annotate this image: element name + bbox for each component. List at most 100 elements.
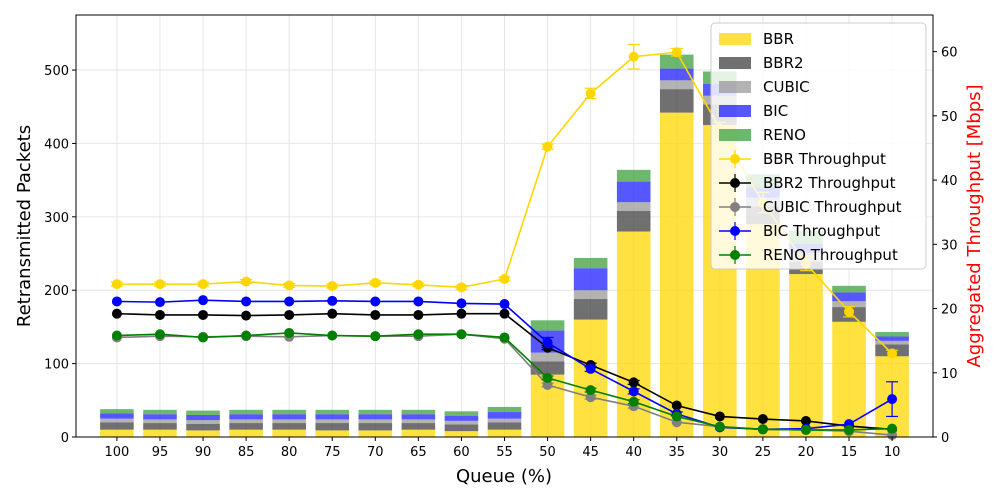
bbr-throughput-point	[499, 273, 510, 284]
bbr2-throughput-point	[671, 400, 682, 411]
y-axis-ticks: 0 100 200 300 400 500	[44, 64, 76, 446]
legend-label-bic-throughput: BIC Throughput	[763, 222, 880, 240]
bar-bic-95	[143, 414, 177, 420]
bbr2-throughput-point	[628, 377, 639, 388]
bar-bbr-100	[100, 429, 134, 437]
bar-bbr-70	[358, 430, 393, 437]
y2-tick-label: 10	[941, 367, 958, 382]
reno-throughput-point	[757, 424, 768, 435]
bar-bic-35	[659, 68, 694, 81]
legend-label-reno-throughput: RENO Throughput	[763, 246, 898, 264]
bar-bic-45	[573, 268, 608, 291]
reno-throughput-point	[111, 330, 122, 341]
bar-bbr2-65	[401, 423, 436, 430]
bic-throughput-point	[284, 296, 295, 307]
x-tick-label: 15	[841, 445, 858, 460]
bar-cubic-55	[487, 418, 522, 423]
y2-tick-label: 30	[941, 238, 958, 253]
bbr-throughput-point	[284, 280, 295, 291]
y-tick-label: 0	[61, 431, 69, 446]
bic-throughput-point	[499, 299, 510, 310]
y2-tick-label: 0	[941, 431, 949, 446]
reno-throughput-point	[327, 330, 338, 341]
legend-swatch-reno	[719, 129, 751, 141]
bbr-throughput-point	[628, 51, 639, 62]
bar-bbr2-90	[186, 423, 220, 431]
bbr-throughput-point	[241, 276, 252, 287]
legend-marker-cubic-throughput	[730, 202, 740, 212]
bar-cubic-85	[229, 419, 263, 424]
reno-throughput-point	[628, 396, 639, 407]
bar-bbr2-100	[100, 422, 134, 430]
bar-reno-35	[659, 54, 694, 69]
bar-cubic-95	[143, 419, 177, 424]
bar-bic-100	[100, 413, 134, 419]
reno-throughput-point	[284, 327, 295, 338]
legend-marker-bic-throughput	[730, 226, 740, 236]
bar-bbr-45	[573, 319, 608, 437]
bar-cubic-65	[401, 419, 436, 424]
legend-swatch-bbr	[719, 33, 751, 45]
x-tick-label: 75	[324, 445, 341, 460]
x-tick-label: 100	[104, 445, 129, 460]
y2-axis-ticks: 0 10 20 30 40 50 60	[933, 46, 958, 446]
x-tick-label: 95	[152, 445, 169, 460]
bar-reno-95	[143, 409, 177, 415]
cubic-throughput-point	[542, 379, 553, 390]
bbr-throughput-point	[456, 282, 467, 293]
bar-bbr-80	[272, 429, 306, 437]
y2-tick-label: 20	[941, 303, 958, 318]
bar-reno-15	[832, 285, 866, 293]
x-tick-label: 60	[453, 445, 470, 460]
x-tick-label: 50	[539, 445, 556, 460]
bar-cubic-90	[186, 420, 220, 424]
legend-label-reno: RENO	[763, 126, 806, 144]
bar-cubic-100	[100, 418, 134, 423]
bbr-throughput-point	[887, 348, 898, 359]
bar-bbr-90	[186, 430, 220, 437]
bbr-throughput-point	[198, 279, 209, 290]
bar-bbr2-95	[143, 423, 177, 430]
x-tick-label: 80	[281, 445, 298, 460]
bar-bic-40	[616, 181, 651, 203]
bar-bbr2-80	[272, 423, 306, 430]
legend-box	[710, 22, 927, 270]
x-tick-label: 20	[798, 445, 815, 460]
legend-label-bic: BIC	[763, 102, 788, 120]
bic-throughput-point	[585, 363, 596, 374]
x-tick-label: 65	[410, 445, 427, 460]
reno-throughput-point	[241, 330, 252, 341]
bbr-throughput-point	[370, 277, 381, 288]
legend-marker-reno-throughput	[730, 250, 740, 260]
bbr-throughput-point	[327, 281, 338, 292]
bar-cubic-70	[358, 419, 393, 424]
bar-bbr-20	[789, 274, 823, 437]
bar-reno-100	[100, 409, 134, 414]
bbr2-throughput-point	[499, 308, 510, 319]
bar-bbr2-35	[659, 89, 694, 113]
bbr2-throughput-point	[370, 309, 381, 320]
bic-throughput-point	[154, 297, 165, 308]
bbr-throughput-point	[585, 88, 596, 99]
bic-throughput-point	[111, 296, 122, 307]
y-tick-label: 500	[44, 64, 69, 79]
reno-throughput-point	[800, 424, 811, 435]
x-tick-label: 40	[625, 445, 642, 460]
bic-throughput-point	[241, 296, 252, 307]
bar-bbr2-70	[358, 423, 393, 431]
x-axis-ticks: 100 95 90 85 80 75 70 65 60 55 50 45 40 35 30 25 20 15 10	[104, 437, 900, 460]
y-tick-label: 200	[44, 284, 69, 299]
legend-label-cubic-throughput: CUBIC Throughput	[763, 198, 902, 216]
legend-marker-bbr-throughput	[730, 154, 740, 164]
y2-tick-label: 50	[941, 110, 958, 125]
bbr-throughput-point	[154, 279, 165, 290]
reno-throughput-point	[542, 372, 553, 383]
bar-cubic-60	[444, 420, 479, 425]
bbr2-throughput-point	[413, 309, 424, 320]
legend-label-cubic: CUBIC	[763, 78, 810, 96]
bar-bbr2-75	[315, 423, 350, 431]
bbr-throughput-point	[671, 47, 682, 58]
reno-throughput-point	[456, 329, 467, 340]
legend-label-bbr2-throughput: BBR2 Throughput	[763, 174, 896, 192]
